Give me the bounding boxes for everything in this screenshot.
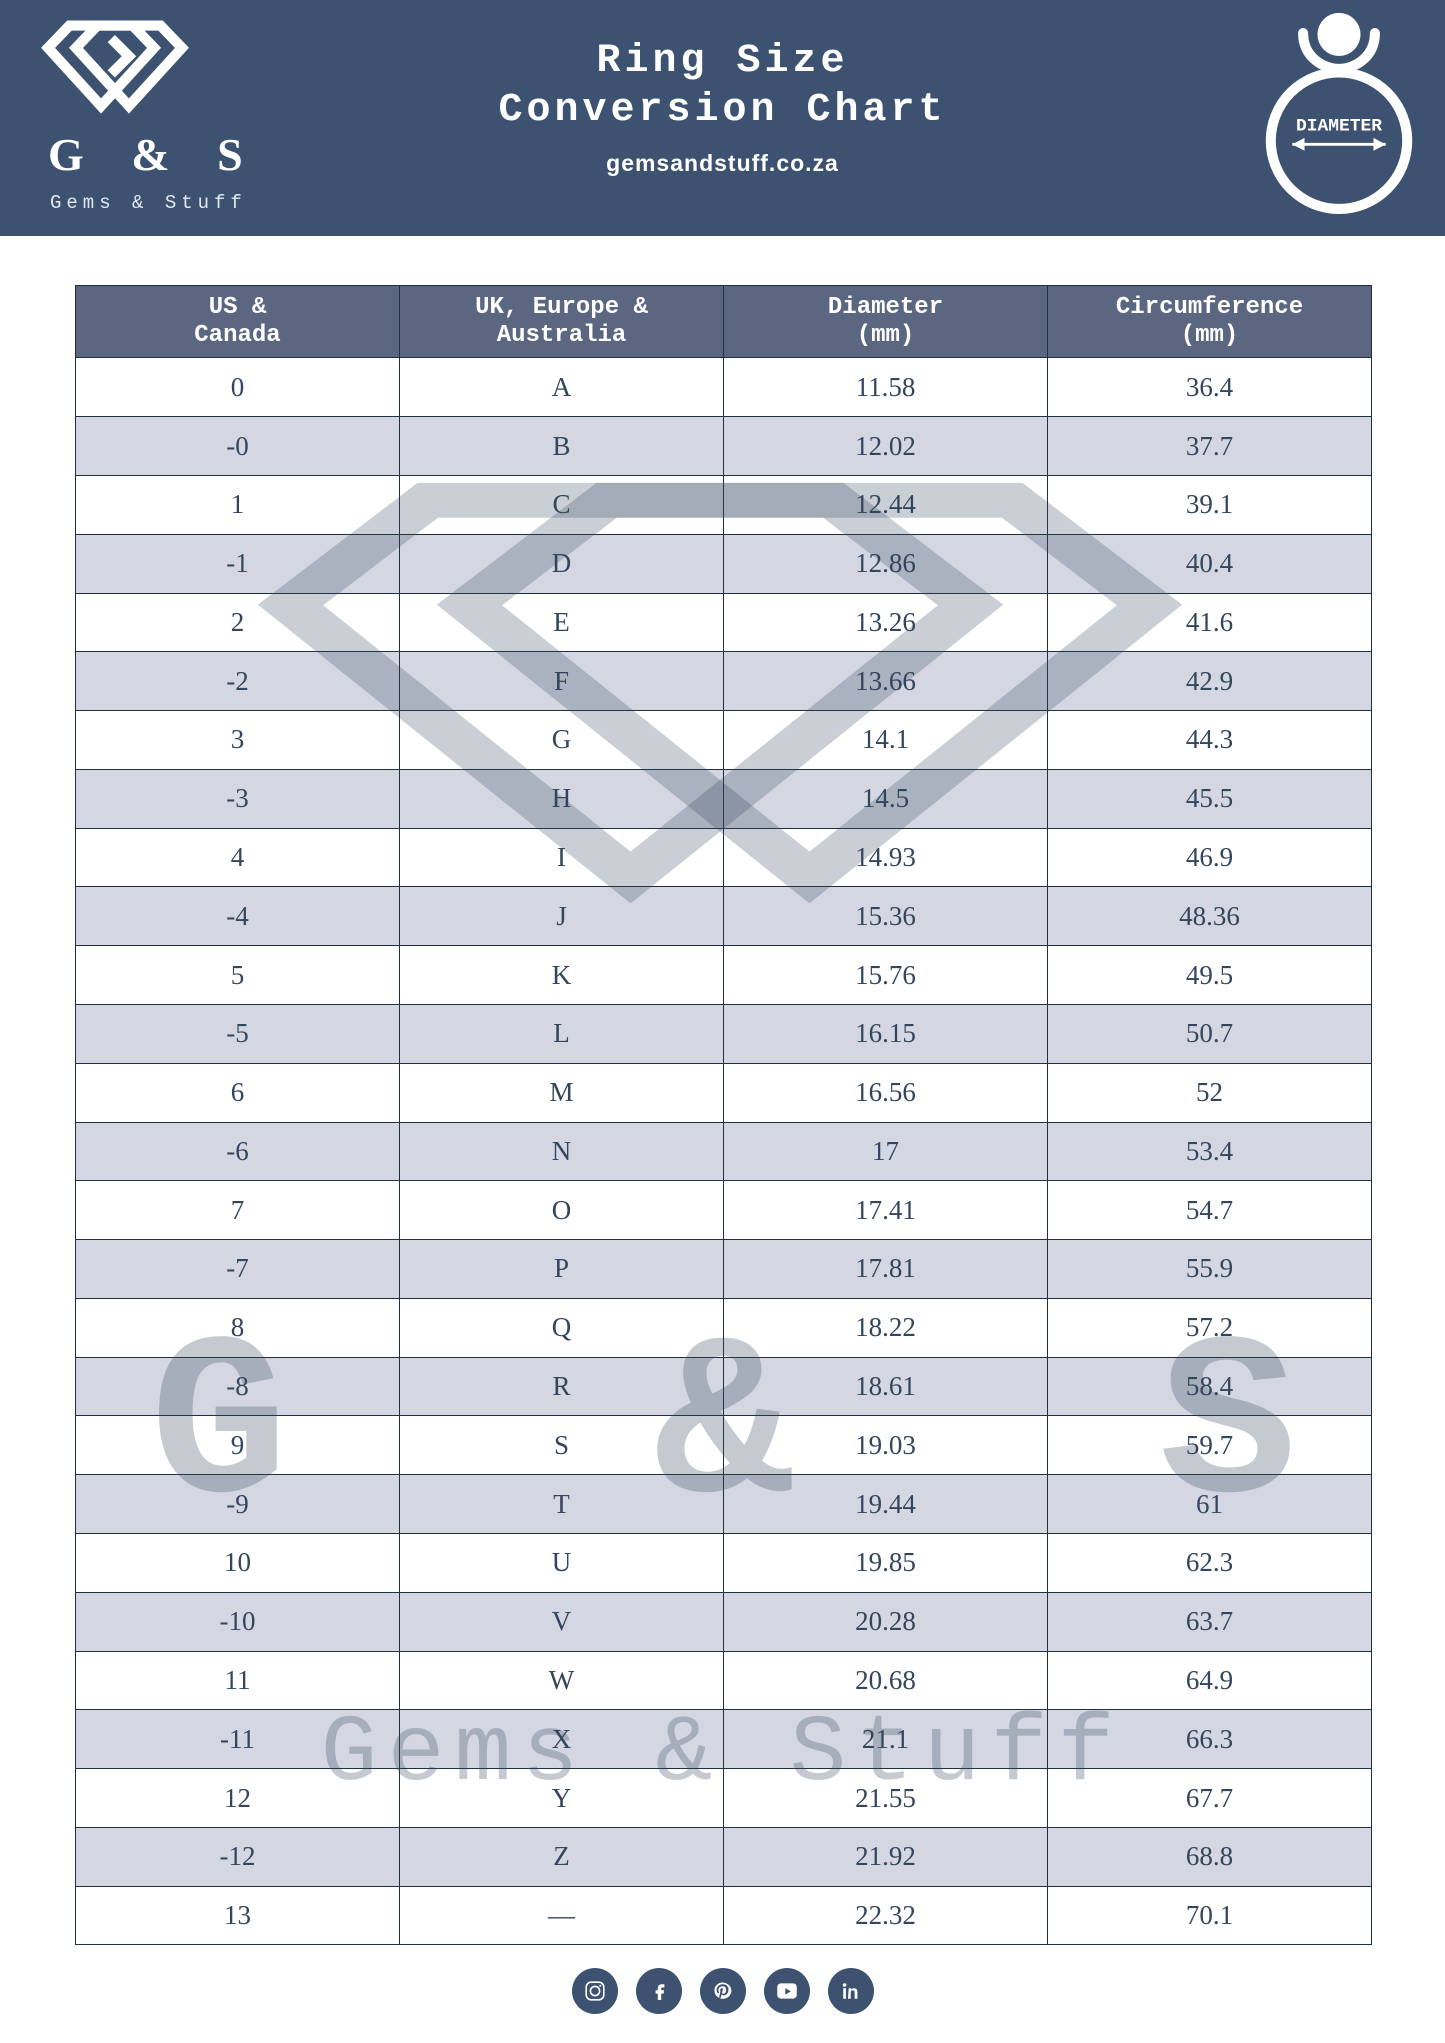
svg-text:DIAMETER: DIAMETER — [1296, 117, 1382, 137]
